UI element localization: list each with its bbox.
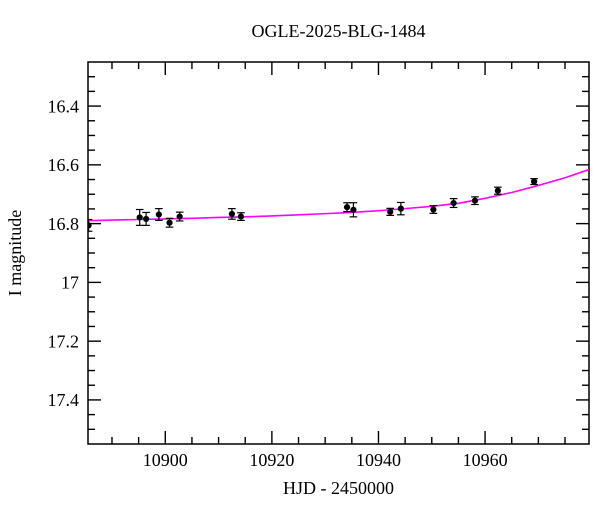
x-tick-label: 10940 (356, 450, 401, 470)
data-marker (155, 211, 162, 218)
chart-title: OGLE-2025-BLG-1484 (252, 21, 426, 41)
data-marker (142, 215, 150, 223)
data-point (237, 212, 245, 221)
y-tick-label: 16.6 (48, 155, 80, 175)
data-marker (136, 214, 143, 221)
data-point (471, 196, 479, 206)
data-marker (350, 206, 357, 213)
tick-labels: 10900 10920 10940 10960 16.4 16.6 16.8 17 17.2 17… (48, 96, 508, 470)
data-point (494, 186, 502, 195)
y-tick-label: 17.4 (48, 390, 80, 410)
data-marker (387, 208, 394, 215)
data-point (175, 211, 184, 222)
data-marker (166, 219, 173, 226)
x-tick-label: 10960 (463, 450, 508, 470)
data-point (135, 208, 144, 226)
data-marker (471, 197, 479, 204)
data-point (530, 178, 538, 186)
data-point (142, 211, 150, 226)
data-point (165, 217, 174, 228)
tick-marks (88, 62, 589, 444)
data-point (429, 205, 438, 214)
data-point (397, 201, 405, 216)
y-tick-label: 16.4 (48, 96, 80, 116)
data-point (88, 218, 93, 232)
data-point (349, 202, 358, 218)
x-tick-label: 10900 (143, 450, 188, 470)
data-marker (176, 213, 183, 220)
plot-frame (87, 61, 590, 445)
data-marker (343, 204, 351, 211)
data-marker (450, 199, 457, 207)
data-point (449, 198, 458, 209)
data-marker (88, 222, 92, 229)
data-point (343, 202, 351, 213)
y-tick-label: 17.2 (48, 331, 80, 351)
data-point (386, 207, 394, 216)
data-marker (397, 205, 404, 212)
model-curve (88, 168, 589, 222)
data-marker (494, 187, 501, 194)
y-tick-label: 16.8 (48, 214, 80, 234)
data-marker (228, 210, 236, 218)
y-tick-label: 17 (61, 273, 79, 293)
data-marker (430, 206, 437, 213)
data-marker (531, 178, 538, 185)
data-marker (237, 213, 245, 220)
data-points (88, 178, 538, 232)
x-tick-label: 10920 (249, 450, 294, 470)
y-axis-label: I magnitude (5, 210, 25, 296)
x-axis-label: HJD - 2450000 (283, 478, 394, 498)
data-point (155, 208, 163, 221)
data-point (228, 208, 236, 220)
